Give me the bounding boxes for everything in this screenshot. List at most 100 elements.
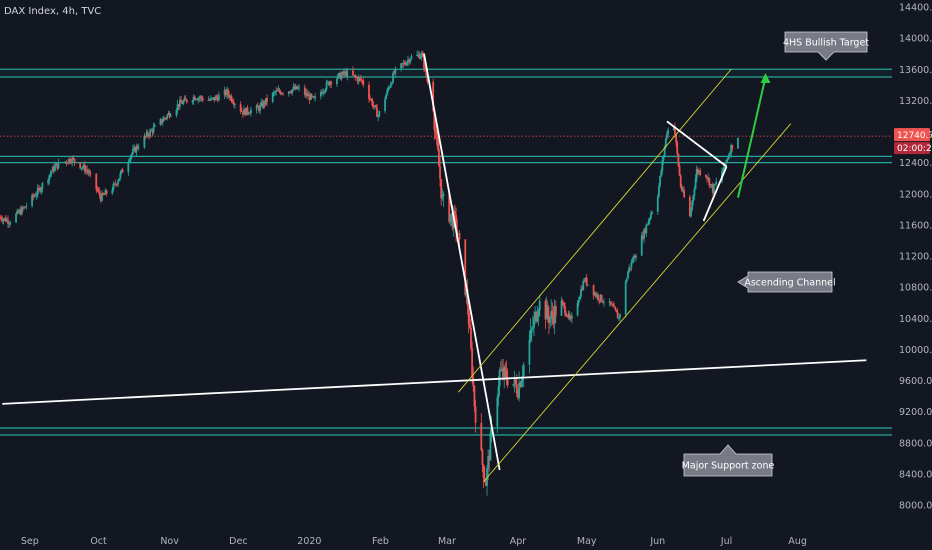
- candle-body: [184, 98, 187, 100]
- candle-body: [549, 318, 551, 323]
- candle-body: [314, 96, 317, 99]
- candle-body: [213, 97, 216, 101]
- candle-body: [17, 210, 20, 213]
- candle-body: [3, 217, 6, 220]
- candle-body: [403, 62, 406, 65]
- candle-body: [41, 183, 44, 189]
- candle-body: [553, 305, 556, 324]
- candle-body: [97, 190, 100, 192]
- candle-body: [649, 213, 652, 219]
- candle-body: [152, 126, 155, 133]
- candle-body: [503, 367, 506, 378]
- candle-body: [63, 162, 66, 163]
- candle-body: [534, 311, 537, 319]
- candle-body: [211, 98, 213, 99]
- candle-body: [457, 233, 460, 235]
- candle-body: [101, 193, 103, 201]
- candle-body: [392, 72, 394, 83]
- candle-body: [731, 144, 734, 149]
- candle-body: [336, 78, 338, 85]
- countdown-tag: [894, 142, 930, 155]
- candle-body: [256, 105, 259, 108]
- candle-body: [129, 155, 132, 161]
- candle-body: [137, 147, 140, 149]
- candle-body: [471, 348, 474, 378]
- candle-body: [405, 62, 408, 65]
- candle-body: [554, 305, 557, 316]
- candle-body: [168, 113, 171, 117]
- candle-body: [330, 81, 333, 85]
- candle-body: [181, 102, 184, 105]
- candle-body: [192, 96, 195, 101]
- candle-body: [676, 142, 679, 154]
- candle-body: [474, 406, 477, 423]
- candle-body: [247, 112, 250, 114]
- candle-body: [611, 304, 613, 306]
- candle-body: [662, 155, 665, 161]
- candle-body: [307, 94, 310, 97]
- candle-body: [212, 97, 215, 99]
- candle-body: [449, 214, 452, 222]
- candle-body: [246, 107, 249, 113]
- candle-body: [480, 422, 483, 451]
- candle-body: [568, 313, 571, 318]
- callout-text: Ascending Channel: [744, 278, 835, 289]
- candle-body: [25, 205, 28, 207]
- projection-arrow: [737, 76, 767, 198]
- candle-body: [577, 300, 580, 304]
- trendline: [2, 359, 867, 405]
- candle-body: [239, 104, 242, 112]
- candle-body: [713, 184, 715, 193]
- candle-body: [81, 167, 84, 169]
- candle-body: [677, 153, 680, 166]
- candle-body: [232, 102, 235, 105]
- candle-body: [119, 173, 122, 179]
- y-tick-label: 8000.0: [899, 501, 932, 512]
- candle-body: [217, 94, 220, 101]
- candle-body: [598, 299, 601, 301]
- candle-body: [115, 184, 118, 186]
- candle-body: [143, 136, 146, 148]
- candle-body: [169, 115, 172, 117]
- candle-body: [633, 256, 636, 258]
- callout-text: Major Support zone: [682, 461, 775, 472]
- candle-body: [723, 162, 726, 170]
- candle-body: [15, 213, 17, 223]
- candle-body: [193, 96, 196, 100]
- candle-body: [484, 481, 487, 486]
- candle-body: [179, 100, 181, 107]
- candle-body: [48, 175, 51, 181]
- candle-body: [680, 186, 683, 191]
- candle-body: [628, 267, 631, 272]
- candle-body: [464, 239, 467, 296]
- candle-body: [23, 206, 25, 209]
- projection-arrowhead: [760, 73, 771, 84]
- candle-body: [22, 207, 24, 209]
- candle-body: [441, 196, 444, 199]
- candle-body: [341, 71, 344, 75]
- candle-body: [391, 82, 393, 85]
- candle-body: [266, 98, 268, 102]
- candle-body: [264, 98, 267, 105]
- candle-body: [672, 126, 675, 131]
- candle-body: [72, 157, 75, 159]
- candle-body: [695, 168, 698, 179]
- candle-body: [176, 104, 179, 110]
- candle-body: [87, 170, 90, 174]
- candle-body: [564, 305, 566, 314]
- candle-body: [360, 78, 362, 81]
- x-tick-label: Apr: [510, 536, 527, 547]
- candle-body: [292, 86, 295, 90]
- callout-box: [737, 271, 833, 293]
- candle-body: [182, 101, 185, 105]
- candle-body: [32, 194, 35, 197]
- candle-body: [688, 196, 691, 217]
- candle-body: [274, 92, 276, 93]
- candle-body: [118, 178, 121, 182]
- candle-body: [227, 89, 229, 95]
- candle-body: [645, 225, 648, 234]
- candle-body: [177, 104, 180, 107]
- candle-body: [632, 256, 635, 262]
- candle-body: [694, 178, 697, 189]
